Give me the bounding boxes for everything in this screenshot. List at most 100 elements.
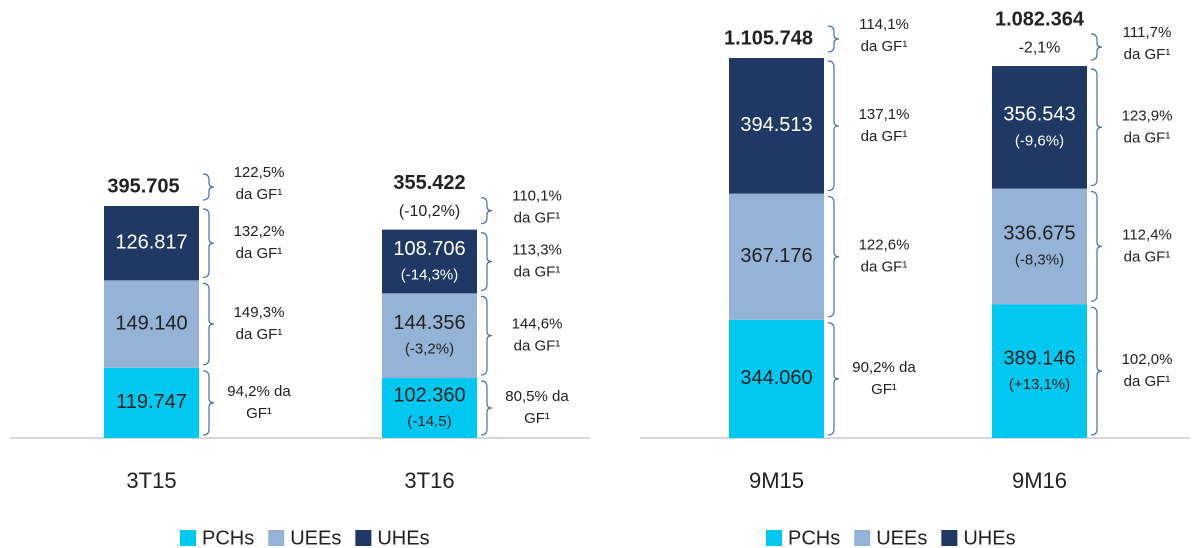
value-label: 119.747 bbox=[116, 391, 187, 413]
gf-label: da GF¹ bbox=[1124, 129, 1171, 146]
gf-label: 149,3% bbox=[234, 304, 285, 321]
gf-label: da GF¹ bbox=[861, 38, 908, 55]
gf-label: da GF¹ bbox=[236, 186, 283, 203]
bar-segment bbox=[382, 293, 477, 378]
brace bbox=[1090, 190, 1103, 302]
x-tick-label: 9M16 bbox=[1012, 468, 1067, 493]
brace bbox=[827, 322, 840, 436]
gf-label: 80,5% da bbox=[505, 388, 569, 405]
legend-swatch bbox=[355, 530, 372, 546]
gf-label: 122,5% bbox=[234, 164, 285, 181]
gf-label: 94,2% da bbox=[227, 383, 291, 400]
value-label: 126.817 bbox=[115, 231, 187, 253]
bar-segment bbox=[382, 377, 477, 438]
total-change: (-10,2%) bbox=[399, 203, 460, 220]
legend-label: UHEs bbox=[963, 527, 1015, 548]
legend-label: PCHs bbox=[788, 527, 840, 548]
value-label: 356.543 bbox=[1003, 104, 1075, 126]
bar-segment bbox=[104, 206, 199, 281]
change-label: (+13,1%) bbox=[1009, 376, 1070, 393]
gf-label: da GF¹ bbox=[1124, 248, 1171, 265]
gf-label: 102,0% bbox=[1122, 351, 1173, 368]
value-label: 149.140 bbox=[115, 312, 187, 334]
legend-swatch bbox=[766, 530, 782, 546]
change-label: (-3,2%) bbox=[405, 341, 454, 358]
value-label: 144.356 bbox=[393, 312, 465, 334]
brace bbox=[827, 60, 840, 192]
total-label: 355.422 bbox=[393, 172, 465, 194]
bar-segment bbox=[104, 280, 199, 368]
gf-label: GF¹ bbox=[524, 410, 550, 427]
value-label: 344.060 bbox=[740, 367, 812, 389]
brace bbox=[1090, 33, 1103, 61]
total-label: 1.105.748 bbox=[724, 27, 813, 49]
change-label: (-14,3%) bbox=[401, 266, 459, 283]
brace bbox=[480, 232, 493, 291]
total-label: 395.705 bbox=[107, 175, 179, 197]
brace bbox=[827, 195, 840, 318]
gf-label: da GF¹ bbox=[861, 259, 908, 276]
brace bbox=[480, 197, 493, 225]
gf-label: 111,7% bbox=[1123, 24, 1172, 41]
brace bbox=[202, 208, 215, 278]
x-tick-label: 3T16 bbox=[404, 468, 454, 493]
gf-label: da GF¹ bbox=[861, 128, 908, 145]
change-label: (-8,3%) bbox=[1015, 251, 1064, 268]
gf-label: 110,1% bbox=[512, 188, 562, 205]
bar-segment bbox=[992, 304, 1087, 438]
change-label: (-14,5) bbox=[407, 413, 451, 430]
gf-label: da GF¹ bbox=[514, 338, 561, 355]
value-label: 102.360 bbox=[393, 384, 465, 406]
bar-segment bbox=[382, 229, 477, 294]
x-tick-label: 9M15 bbox=[749, 468, 804, 493]
brace bbox=[827, 25, 840, 53]
gf-label: 113,3% bbox=[512, 241, 562, 258]
brace bbox=[1090, 306, 1103, 436]
gf-label: 137,1% bbox=[859, 106, 910, 123]
gf-label: da GF¹ bbox=[1124, 46, 1171, 63]
gf-label: da GF¹ bbox=[236, 326, 283, 343]
legend-label: UHEs bbox=[377, 527, 429, 548]
brace bbox=[202, 282, 215, 366]
bar-segment bbox=[729, 319, 824, 438]
value-label: 108.706 bbox=[393, 238, 465, 260]
gf-label: GF¹ bbox=[246, 405, 272, 422]
gf-label: 132,2% bbox=[234, 223, 285, 240]
value-label: 394.513 bbox=[740, 114, 812, 136]
legend-label: PCHs bbox=[202, 527, 254, 548]
x-tick-label: 3T15 bbox=[126, 468, 176, 493]
value-label: 367.176 bbox=[740, 245, 812, 267]
gf-label: 122,6% bbox=[859, 237, 910, 254]
bar-segment bbox=[104, 367, 199, 438]
legend-swatch bbox=[854, 530, 871, 546]
legend-swatch bbox=[941, 530, 958, 546]
gf-label: 114,1% bbox=[859, 16, 909, 33]
gf-label: 144,6% bbox=[512, 316, 563, 333]
brace bbox=[1090, 68, 1103, 187]
legend-swatch bbox=[180, 530, 196, 546]
change-label: (-9,6%) bbox=[1015, 132, 1064, 149]
total-change: -2,1% bbox=[1019, 39, 1061, 56]
value-label: 389.146 bbox=[1003, 347, 1075, 369]
gf-label: da GF¹ bbox=[514, 210, 561, 227]
gf-label: 112,4% bbox=[1122, 226, 1172, 243]
gf-label: 123,9% bbox=[1122, 107, 1173, 124]
gf-label: 90,2% da bbox=[852, 359, 916, 376]
bar-segment bbox=[729, 193, 824, 320]
brace bbox=[202, 173, 215, 201]
legend-label: UEEs bbox=[876, 527, 927, 548]
brace bbox=[480, 295, 493, 376]
total-label: 1.082.364 bbox=[995, 8, 1085, 30]
gf-label: da GF¹ bbox=[1124, 373, 1171, 390]
gf-label: da GF¹ bbox=[236, 245, 283, 262]
value-label: 336.675 bbox=[1003, 223, 1075, 245]
brace bbox=[480, 380, 493, 436]
gf-label: da GF¹ bbox=[514, 263, 561, 280]
bar-segment bbox=[992, 188, 1087, 305]
legend-swatch bbox=[268, 530, 285, 546]
legend-label: UEEs bbox=[290, 527, 341, 548]
bar-segment bbox=[992, 66, 1087, 189]
gf-label: GF¹ bbox=[871, 381, 897, 398]
brace bbox=[202, 370, 215, 436]
